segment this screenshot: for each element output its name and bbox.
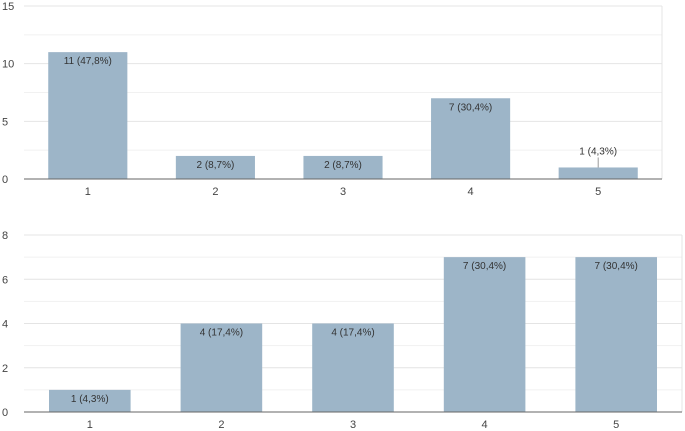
chart0-bar — [303, 155, 383, 179]
chart1-bar — [312, 323, 394, 412]
chart0-data-label: 7 (30,4%) — [449, 102, 492, 113]
chart0-x-tick-label: 5 — [595, 186, 601, 198]
chart1-x-tick-label: 4 — [482, 419, 488, 431]
chart1-data-label: 7 (30,4%) — [595, 261, 638, 272]
chart1-x-tick-label: 5 — [613, 419, 619, 431]
chart0-data-label: 11 (47,8%) — [64, 56, 112, 67]
chart0-y-tick-label: 5 — [2, 116, 8, 128]
chart0-data-label: 2 (8,7%) — [324, 160, 362, 171]
chart1-x-tick-label: 3 — [350, 419, 356, 431]
chart0-bar — [558, 167, 638, 179]
chart0-x-tick-label: 3 — [340, 186, 346, 198]
chart1-y-tick-label: 2 — [2, 363, 8, 375]
bar-chart-bottom: 0 2 4 6 8 1 (4,3%) 1 4 (17,4%) 2 4 (17,4%) 3 7 (30,… — [2, 230, 683, 431]
chart0-x-tick-label: 2 — [212, 186, 218, 198]
chart1-y-tick-label: 0 — [2, 407, 8, 419]
chart1-bar — [49, 389, 131, 412]
chart0-bar — [431, 98, 511, 179]
chart1-data-label: 7 (30,4%) — [463, 261, 506, 272]
chart1-y-tick-label: 4 — [2, 319, 8, 331]
bar-chart-top: 0 5 10 15 11 (47,8%) 1 2 (8,7%) 2 2 (8,7%) 3 7 (30… — [2, 1, 663, 198]
chart0-x-tick-label: 1 — [85, 186, 91, 198]
chart0-x-tick-label: 4 — [468, 186, 474, 198]
chart0-y-tick-label: 10 — [2, 59, 14, 71]
chart1-bar — [575, 257, 657, 412]
chart1-y-tick-label: 8 — [2, 230, 8, 242]
chart0-y-tick-label: 15 — [2, 1, 14, 13]
chart1-bar — [443, 257, 526, 412]
chart1-x-tick-label: 1 — [87, 419, 93, 431]
chart1-x-tick-label: 2 — [218, 419, 224, 431]
chart0-bar — [175, 155, 255, 179]
chart0-bar — [48, 52, 128, 180]
chart0-data-label: 1 (4,3%) — [579, 146, 617, 157]
chart1-bar — [180, 323, 263, 412]
chart1-y-tick-label: 6 — [2, 274, 8, 286]
chart1-data-label: 4 (17,4%) — [200, 328, 243, 339]
chart1-data-label: 4 (17,4%) — [331, 328, 374, 339]
chart1-data-label: 1 (4,3%) — [71, 394, 109, 405]
chart0-data-label: 2 (8,7%) — [197, 160, 235, 171]
chart0-y-tick-label: 0 — [2, 174, 8, 186]
